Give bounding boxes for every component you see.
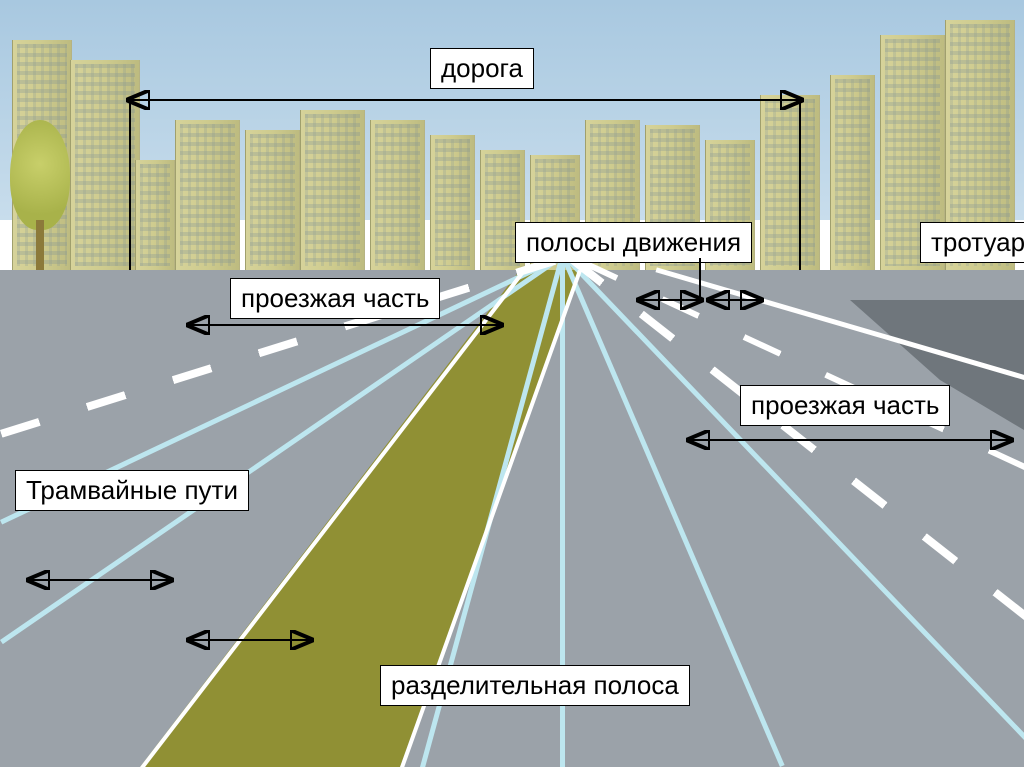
building: [830, 75, 875, 270]
building: [245, 130, 300, 270]
building: [370, 120, 425, 270]
building: [430, 135, 475, 270]
tree: [10, 120, 70, 270]
building: [70, 60, 140, 270]
label-sidewalk: тротуар: [920, 222, 1024, 263]
label-lanes: полосы движения: [515, 222, 752, 263]
label-carriage-right: проезжая часть: [740, 385, 950, 426]
label-road: дорога: [430, 48, 534, 89]
scene-root: дорога полосы движения тротуар проезжая …: [0, 0, 1024, 767]
label-carriage-left: проезжая часть: [230, 278, 440, 319]
building: [135, 160, 175, 270]
building: [175, 120, 240, 270]
label-tram: Трамвайные пути: [15, 470, 249, 511]
building: [300, 110, 365, 270]
label-divider: разделительная полоса: [380, 665, 690, 706]
building: [760, 95, 820, 270]
